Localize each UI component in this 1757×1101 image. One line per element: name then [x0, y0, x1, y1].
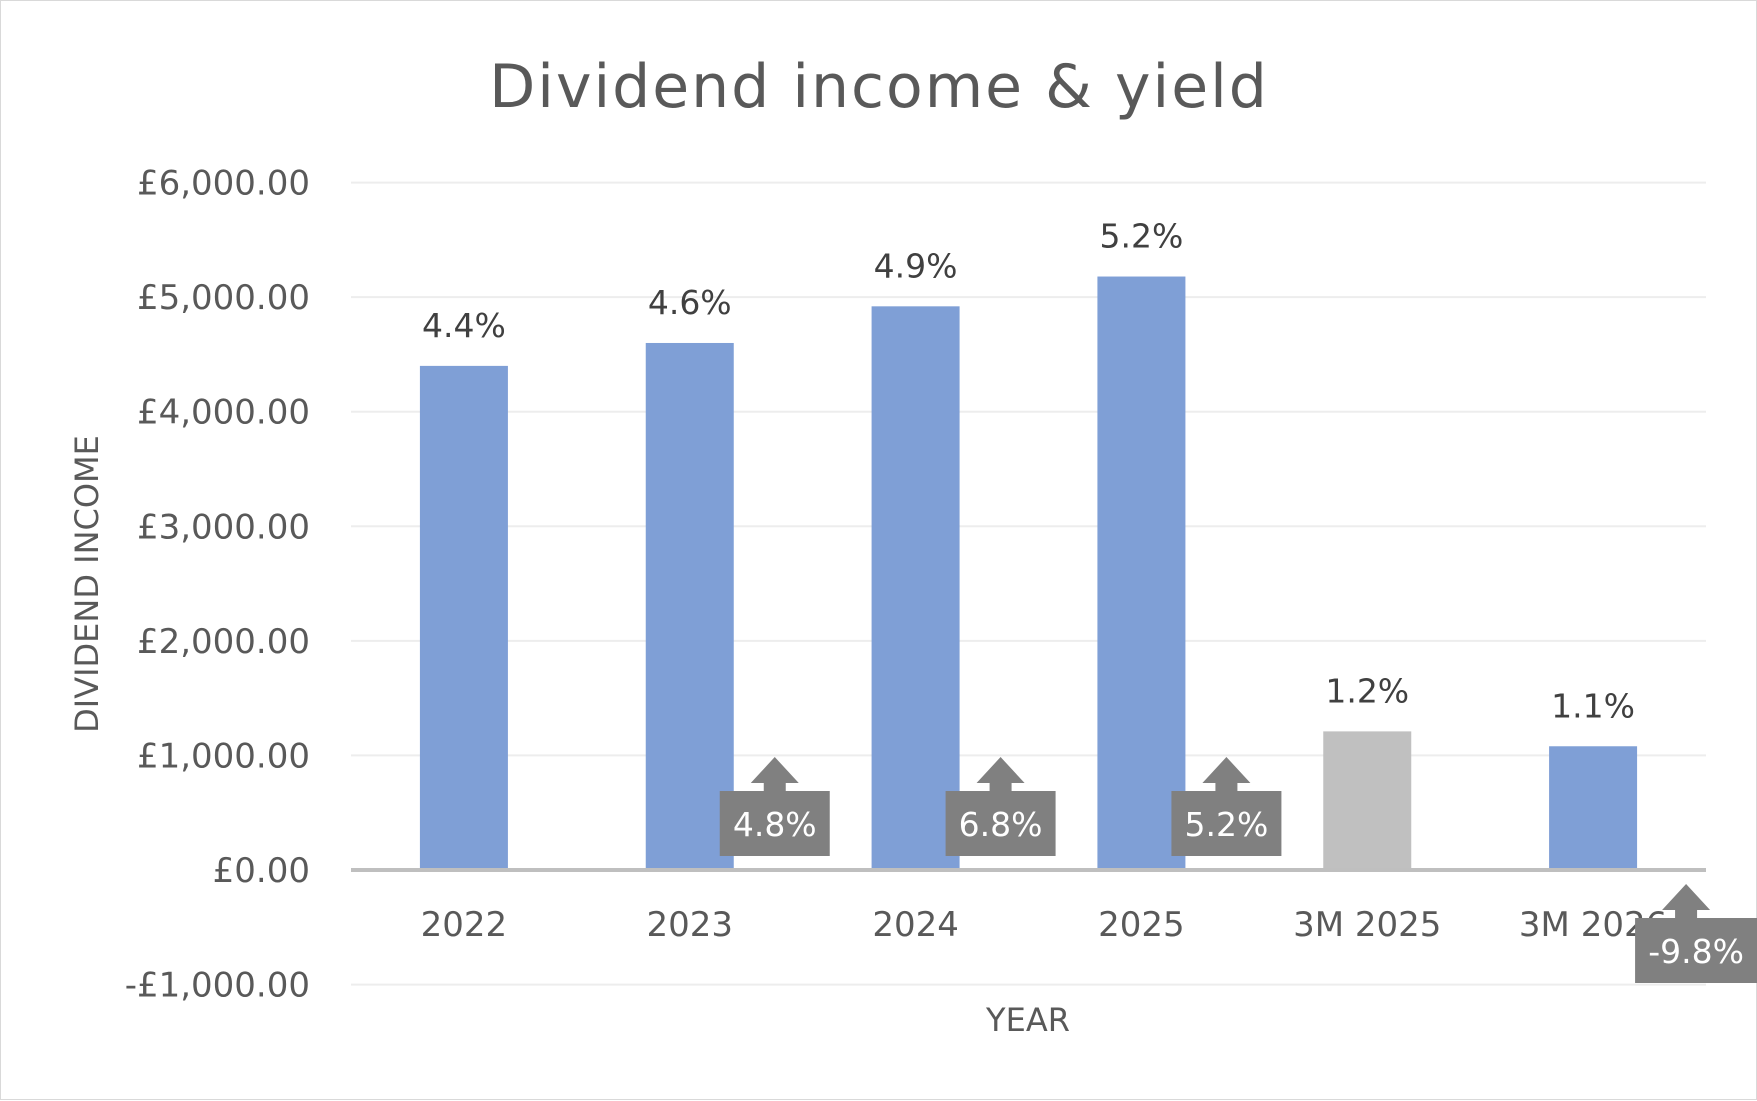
change-box	[1171, 791, 1282, 856]
change-callout: 6.8%	[945, 757, 1056, 856]
change-label: 5.2%	[1184, 805, 1268, 844]
change-box	[719, 791, 830, 856]
x-tick-label: 2022	[421, 905, 508, 945]
y-tick-label: £4,000.00	[137, 393, 310, 433]
bar	[1549, 746, 1638, 870]
x-tick-label: 2023	[646, 905, 733, 945]
y-tick-label: £3,000.00	[137, 507, 310, 547]
x-axis-title: YEAR	[985, 1001, 1070, 1039]
y-axis-ticks: -£1,000.00 £0.00 £1,000.00 £2,000.00 £3,000.…	[125, 164, 310, 1006]
y-tick-label: £2,000.00	[137, 622, 310, 662]
change-label: 4.8%	[733, 805, 817, 844]
change-label: -9.8%	[1648, 932, 1744, 971]
bar	[1323, 731, 1412, 870]
y-tick-label: £1,000.00	[137, 736, 310, 776]
yield-data-label: 5.2%	[1099, 217, 1183, 256]
x-tick-label: 3M 2025	[1293, 905, 1441, 945]
yield-data-label: 4.6%	[648, 283, 732, 322]
change-box	[945, 791, 1056, 856]
up-arrow-icon	[976, 757, 1025, 791]
y-tick-label: £0.00	[213, 851, 310, 891]
yield-data-label: 1.2%	[1325, 671, 1409, 710]
bar	[645, 342, 734, 870]
chart-title: Dividend income & yield	[489, 52, 1269, 122]
y-tick-label: £5,000.00	[137, 278, 310, 318]
change-box	[1635, 918, 1757, 983]
yield-data-label: 1.1%	[1551, 686, 1635, 725]
up-arrow-icon	[750, 757, 799, 791]
change-callout: 5.2%	[1171, 757, 1282, 856]
x-tick-label: 2024	[872, 905, 959, 945]
change-callout: 4.8%	[719, 757, 830, 856]
gridlines	[351, 181, 1706, 986]
up-arrow-icon	[1662, 884, 1711, 918]
x-axis-ticks: 2022 2023 2024 2025 3M 2025 3M 2026	[421, 905, 1668, 945]
change-callout: -9.8%	[1635, 884, 1757, 983]
yield-data-label: 4.4%	[422, 306, 506, 345]
change-labels: 4.8% 6.8% 5.2% -9.8%	[719, 757, 1757, 983]
bar	[419, 365, 508, 870]
up-arrow-icon	[1202, 757, 1251, 791]
x-tick-label: 2025	[1098, 905, 1185, 945]
y-tick-label: -£1,000.00	[125, 966, 310, 1006]
yield-labels: 4.4% 4.6% 4.9% 5.2% 1.2% 1.1%	[422, 217, 1635, 726]
y-axis-title: DIVIDEND INCOME	[68, 435, 106, 733]
y-tick-label: £6,000.00	[137, 164, 310, 204]
bar	[871, 306, 960, 870]
change-label: 6.8%	[959, 805, 1043, 844]
bars	[419, 276, 1638, 870]
yield-data-label: 4.9%	[874, 246, 958, 285]
bar	[1097, 276, 1186, 870]
